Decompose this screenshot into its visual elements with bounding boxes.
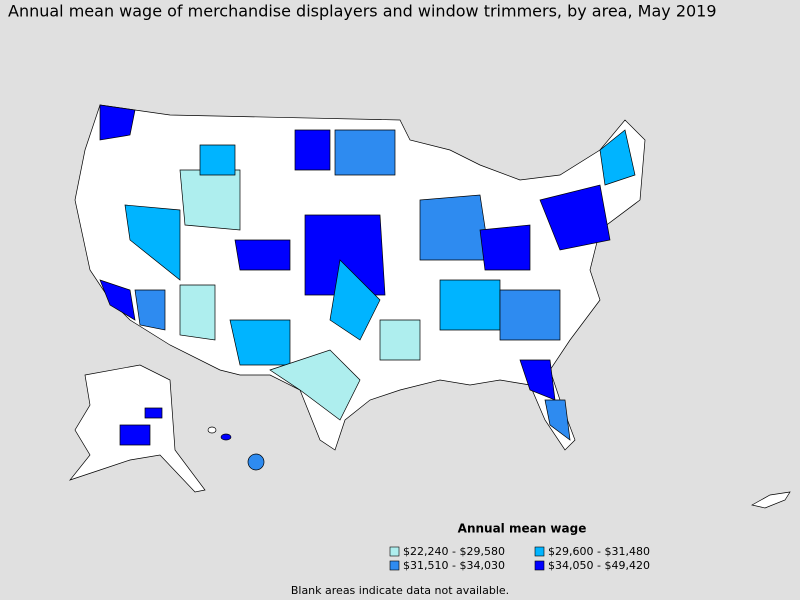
island [207,426,217,434]
area [499,289,561,341]
area [179,284,216,341]
legend-title: Annual mean wage [458,522,587,536]
area [599,129,636,186]
area [119,424,151,446]
us-map [68,104,791,509]
area [544,399,571,441]
area [99,104,136,141]
area [124,204,181,281]
area [329,259,381,341]
island [220,433,232,441]
legend: Annual mean wage $22,240 - $29,580$31,51… [389,522,650,572]
area [334,129,396,176]
puerto-rico [751,491,791,509]
hawaii [207,426,265,471]
area [199,144,236,176]
area [229,319,291,366]
map-title: Annual mean wage of merchandise displaye… [8,2,717,21]
legend-items: $22,240 - $29,580$31,510 - $34,030 $29,60… [389,545,650,572]
area [294,129,331,171]
wage-areas [99,104,636,446]
area [144,407,163,419]
legend-label: $31,510 - $34,030 [403,559,505,572]
legend-swatch [389,546,400,557]
legend-swatch [534,560,545,571]
area [179,169,241,231]
area [134,289,166,331]
footnote: Blank areas indicate data not available. [291,584,509,597]
legend-swatch [389,560,400,571]
area [539,184,611,251]
legend-swatch [534,546,545,557]
area [99,279,136,321]
area [304,214,386,296]
legend-label: $22,240 - $29,580 [403,545,505,558]
island [247,453,265,471]
area [479,224,531,271]
legend-label: $34,050 - $49,420 [548,559,650,572]
area [439,279,501,331]
area [419,194,491,261]
area [269,349,361,421]
legend-label: $29,600 - $31,480 [548,545,650,558]
area [379,319,421,361]
area [234,239,291,271]
